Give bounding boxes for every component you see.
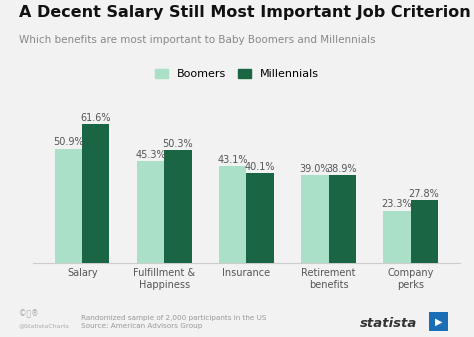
Text: ▶: ▶ (435, 317, 442, 327)
Text: 27.8%: 27.8% (409, 189, 439, 199)
Bar (55, 149, 82, 263)
Text: A Decent Salary Still Most Important Job Criterion: A Decent Salary Still Most Important Job… (19, 5, 471, 20)
Bar (410, 201, 438, 263)
Text: statista: statista (360, 317, 418, 330)
Bar (137, 161, 164, 263)
Text: 43.1%: 43.1% (218, 155, 248, 165)
Text: ©ⓘ®: ©ⓘ® (19, 309, 38, 318)
Bar (383, 211, 410, 263)
Bar (164, 150, 191, 263)
Text: 23.3%: 23.3% (382, 200, 412, 209)
Text: 50.3%: 50.3% (163, 139, 193, 149)
Bar (82, 124, 109, 263)
Text: 40.1%: 40.1% (245, 162, 275, 172)
Text: 61.6%: 61.6% (81, 113, 111, 123)
Legend: Boomers, Millennials: Boomers, Millennials (151, 64, 323, 84)
Bar (301, 175, 328, 263)
Text: 38.9%: 38.9% (327, 164, 357, 174)
Bar (219, 166, 246, 263)
Text: @StatistaCharts: @StatistaCharts (19, 324, 70, 329)
Text: 50.9%: 50.9% (54, 137, 84, 147)
Text: Randomized sample of 2,000 participants in the US
Source: American Advisors Grou: Randomized sample of 2,000 participants … (81, 314, 266, 329)
Bar (328, 176, 356, 263)
Bar (246, 173, 273, 263)
Text: 39.0%: 39.0% (300, 164, 330, 174)
Text: 45.3%: 45.3% (136, 150, 166, 160)
Text: Which benefits are most important to Baby Boomers and Millennials: Which benefits are most important to Bab… (19, 35, 375, 45)
